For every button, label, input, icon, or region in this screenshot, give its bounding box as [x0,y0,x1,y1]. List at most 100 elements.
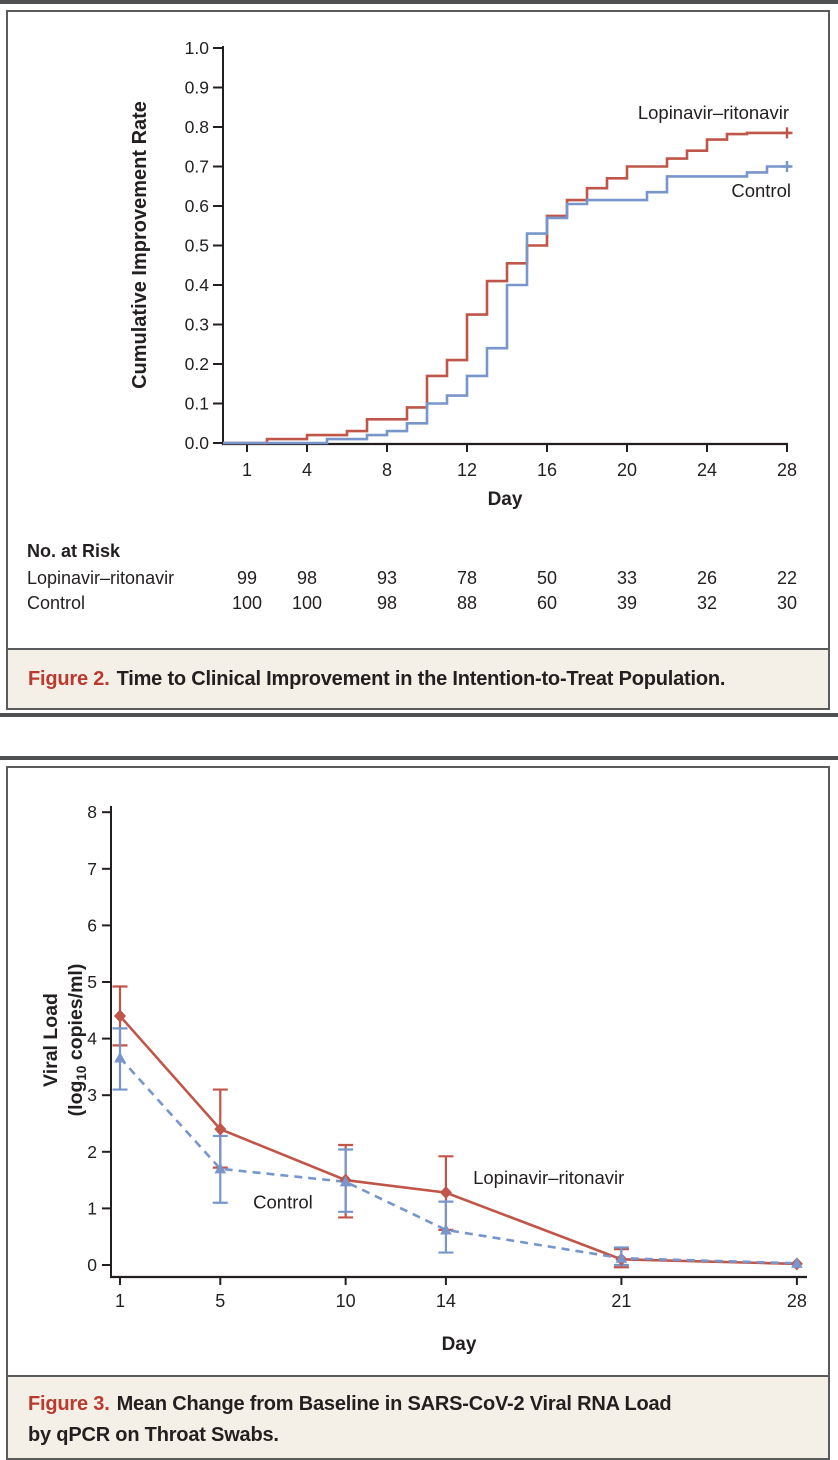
time-to-improvement-chart: 0.0 0.1 0.2 0.3 0.4 0.5 0.6 0.7 0.8 0.9 1.0 1 4 8 12 16… [27,38,797,613]
figure3-caption-text1: Mean Change from Baseline in SARS-CoV-2 … [116,1393,672,1415]
y-tick-label: 1 [87,1198,97,1218]
risk-value: 100 [292,593,322,613]
x-tick-label: 4 [302,460,312,480]
error-bars-control [112,1027,629,1267]
figure3-chart-area: 0 1 2 3 4 5 6 7 8 1 5 10 14 21 28 Day Viral Load (log10 c… [8,768,828,1375]
triangle-marker [791,1257,803,1268]
y-tick-label: 2 [87,1142,97,1162]
x-tick-label: 28 [787,1291,807,1311]
triangle-marker [114,1051,126,1063]
risk-value: 32 [697,593,717,613]
y-tick-label: 3 [87,1085,97,1105]
y-tick-label: 0.7 [185,157,209,177]
risk-value: 22 [777,568,797,588]
risk-value: 98 [297,568,317,588]
figure2-panel: 0.0 0.1 0.2 0.3 0.4 0.5 0.6 0.7 0.8 0.9 1.0 1 4 8 12 16… [6,10,830,710]
risk-value: 93 [377,568,397,588]
figure2-caption-text: Time to Clinical Improvement in the Inte… [116,667,726,690]
figure3-caption-line2: by qPCR on Throat Swabs. [28,1424,279,1446]
risk-value: 100 [232,593,262,613]
error-bars-lopinavir-ritonavir [112,985,629,1269]
risk-value: 50 [537,568,557,588]
x-tick-label: 8 [382,460,392,480]
risk-value: 26 [697,568,717,588]
x-tick-label: 28 [777,460,797,480]
y-tick-label: 0.2 [185,354,209,374]
figure2-caption: Figure 2. Time to Clinical Improvement i… [8,648,828,708]
x-tick-label: 1 [242,460,252,480]
risk-value: 33 [617,568,637,588]
x-tick-label: 16 [537,460,557,480]
x-tick-label: 1 [115,1291,125,1311]
series-label: Control [253,1191,313,1212]
y-tick-label: 0.3 [185,315,209,335]
divider-rule-upper [0,713,838,717]
top-rule [0,0,838,4]
risk-table-title: No. at Risk [27,541,121,561]
risk-value: 98 [377,593,397,613]
line-lopinavir-ritonavir [119,1015,797,1266]
figure3-panel: 0 1 2 3 4 5 6 7 8 1 5 10 14 21 28 Day Viral Load (log10 c… [6,766,830,1460]
y-axis-title: Cumulative Improvement Rate [129,101,151,389]
diamond-marker [114,1009,126,1023]
series-control [223,161,793,445]
y-tick-label: 0.5 [185,236,209,256]
y-tick-label: 5 [87,972,97,992]
figure2-caption-label: Figure 2. [28,667,110,690]
y-tick-label: 0.9 [185,78,209,98]
risk-value: 99 [237,568,257,588]
censor-plus-mark [781,127,793,139]
y-tick-label: 0 [87,1255,97,1275]
x-tick-label: 12 [457,460,477,480]
risk-value: 39 [617,593,637,613]
step-line [223,165,791,445]
x-tick-label: 20 [617,460,637,480]
y-tick-label: 0.6 [185,196,209,216]
y-axis-title-line1: Viral Load [40,993,62,1087]
x-tick-label: 5 [215,1291,225,1311]
y-tick-label: 0.1 [185,394,209,414]
x-tick-label: 14 [436,1291,456,1311]
triangle-marker [214,1162,227,1174]
y-tick-label: 7 [87,859,97,879]
risk-value: 78 [457,568,477,588]
risk-value: 30 [777,593,797,613]
x-tick-label: 24 [697,460,717,480]
x-axis-title: Day [488,489,523,510]
risk-row-label: Lopinavir–ritonavir [27,568,174,588]
divider-rule-lower [0,756,838,760]
y-tick-label: 6 [87,915,97,935]
markers-control [114,1051,803,1268]
triangle-marker [615,1252,628,1263]
censor-plus-mark [781,161,793,172]
triangle-marker [339,1175,352,1187]
x-tick-label: 10 [336,1291,356,1311]
y-tick-label: 1.0 [185,38,210,58]
series-label: Lopinavir–ritonavir [473,1167,624,1188]
line-control [119,1056,797,1265]
x-axis-title: Day [442,1334,477,1355]
triangle-marker [440,1223,452,1235]
diamond-marker [214,1122,227,1136]
y-tick-label: 4 [87,1029,97,1049]
figure3-caption: Figure 3. Mean Change from Baseline in SA… [8,1375,828,1458]
y-tick-label: 8 [87,802,97,822]
figure3-caption-label: Figure 3. [28,1393,110,1415]
risk-table: No. at Risk Lopinavir–ritonavir 99 98 93 78 50… [27,541,797,613]
diamond-marker [439,1186,452,1200]
y-tick-label: 0.8 [185,117,209,137]
y-tick-label: 0.4 [185,275,210,295]
x-tick-label: 21 [611,1291,631,1311]
series-label: Control [731,180,791,201]
y-tick-label: 0.0 [185,433,210,453]
risk-row-label: Control [27,593,85,613]
figure3-caption-line1: Figure 3. Mean Change from Baseline in SA… [28,1389,808,1420]
y-axis-title-line2: (log10 copies/ml) [65,964,89,1117]
risk-value: 88 [457,593,477,613]
series-label: Lopinavir–ritonavir [638,102,789,123]
risk-value: 60 [537,593,557,613]
figure2-chart-area: 0.0 0.1 0.2 0.3 0.4 0.5 0.6 0.7 0.8 0.9 1.0 1 4 8 12 16… [8,12,828,648]
